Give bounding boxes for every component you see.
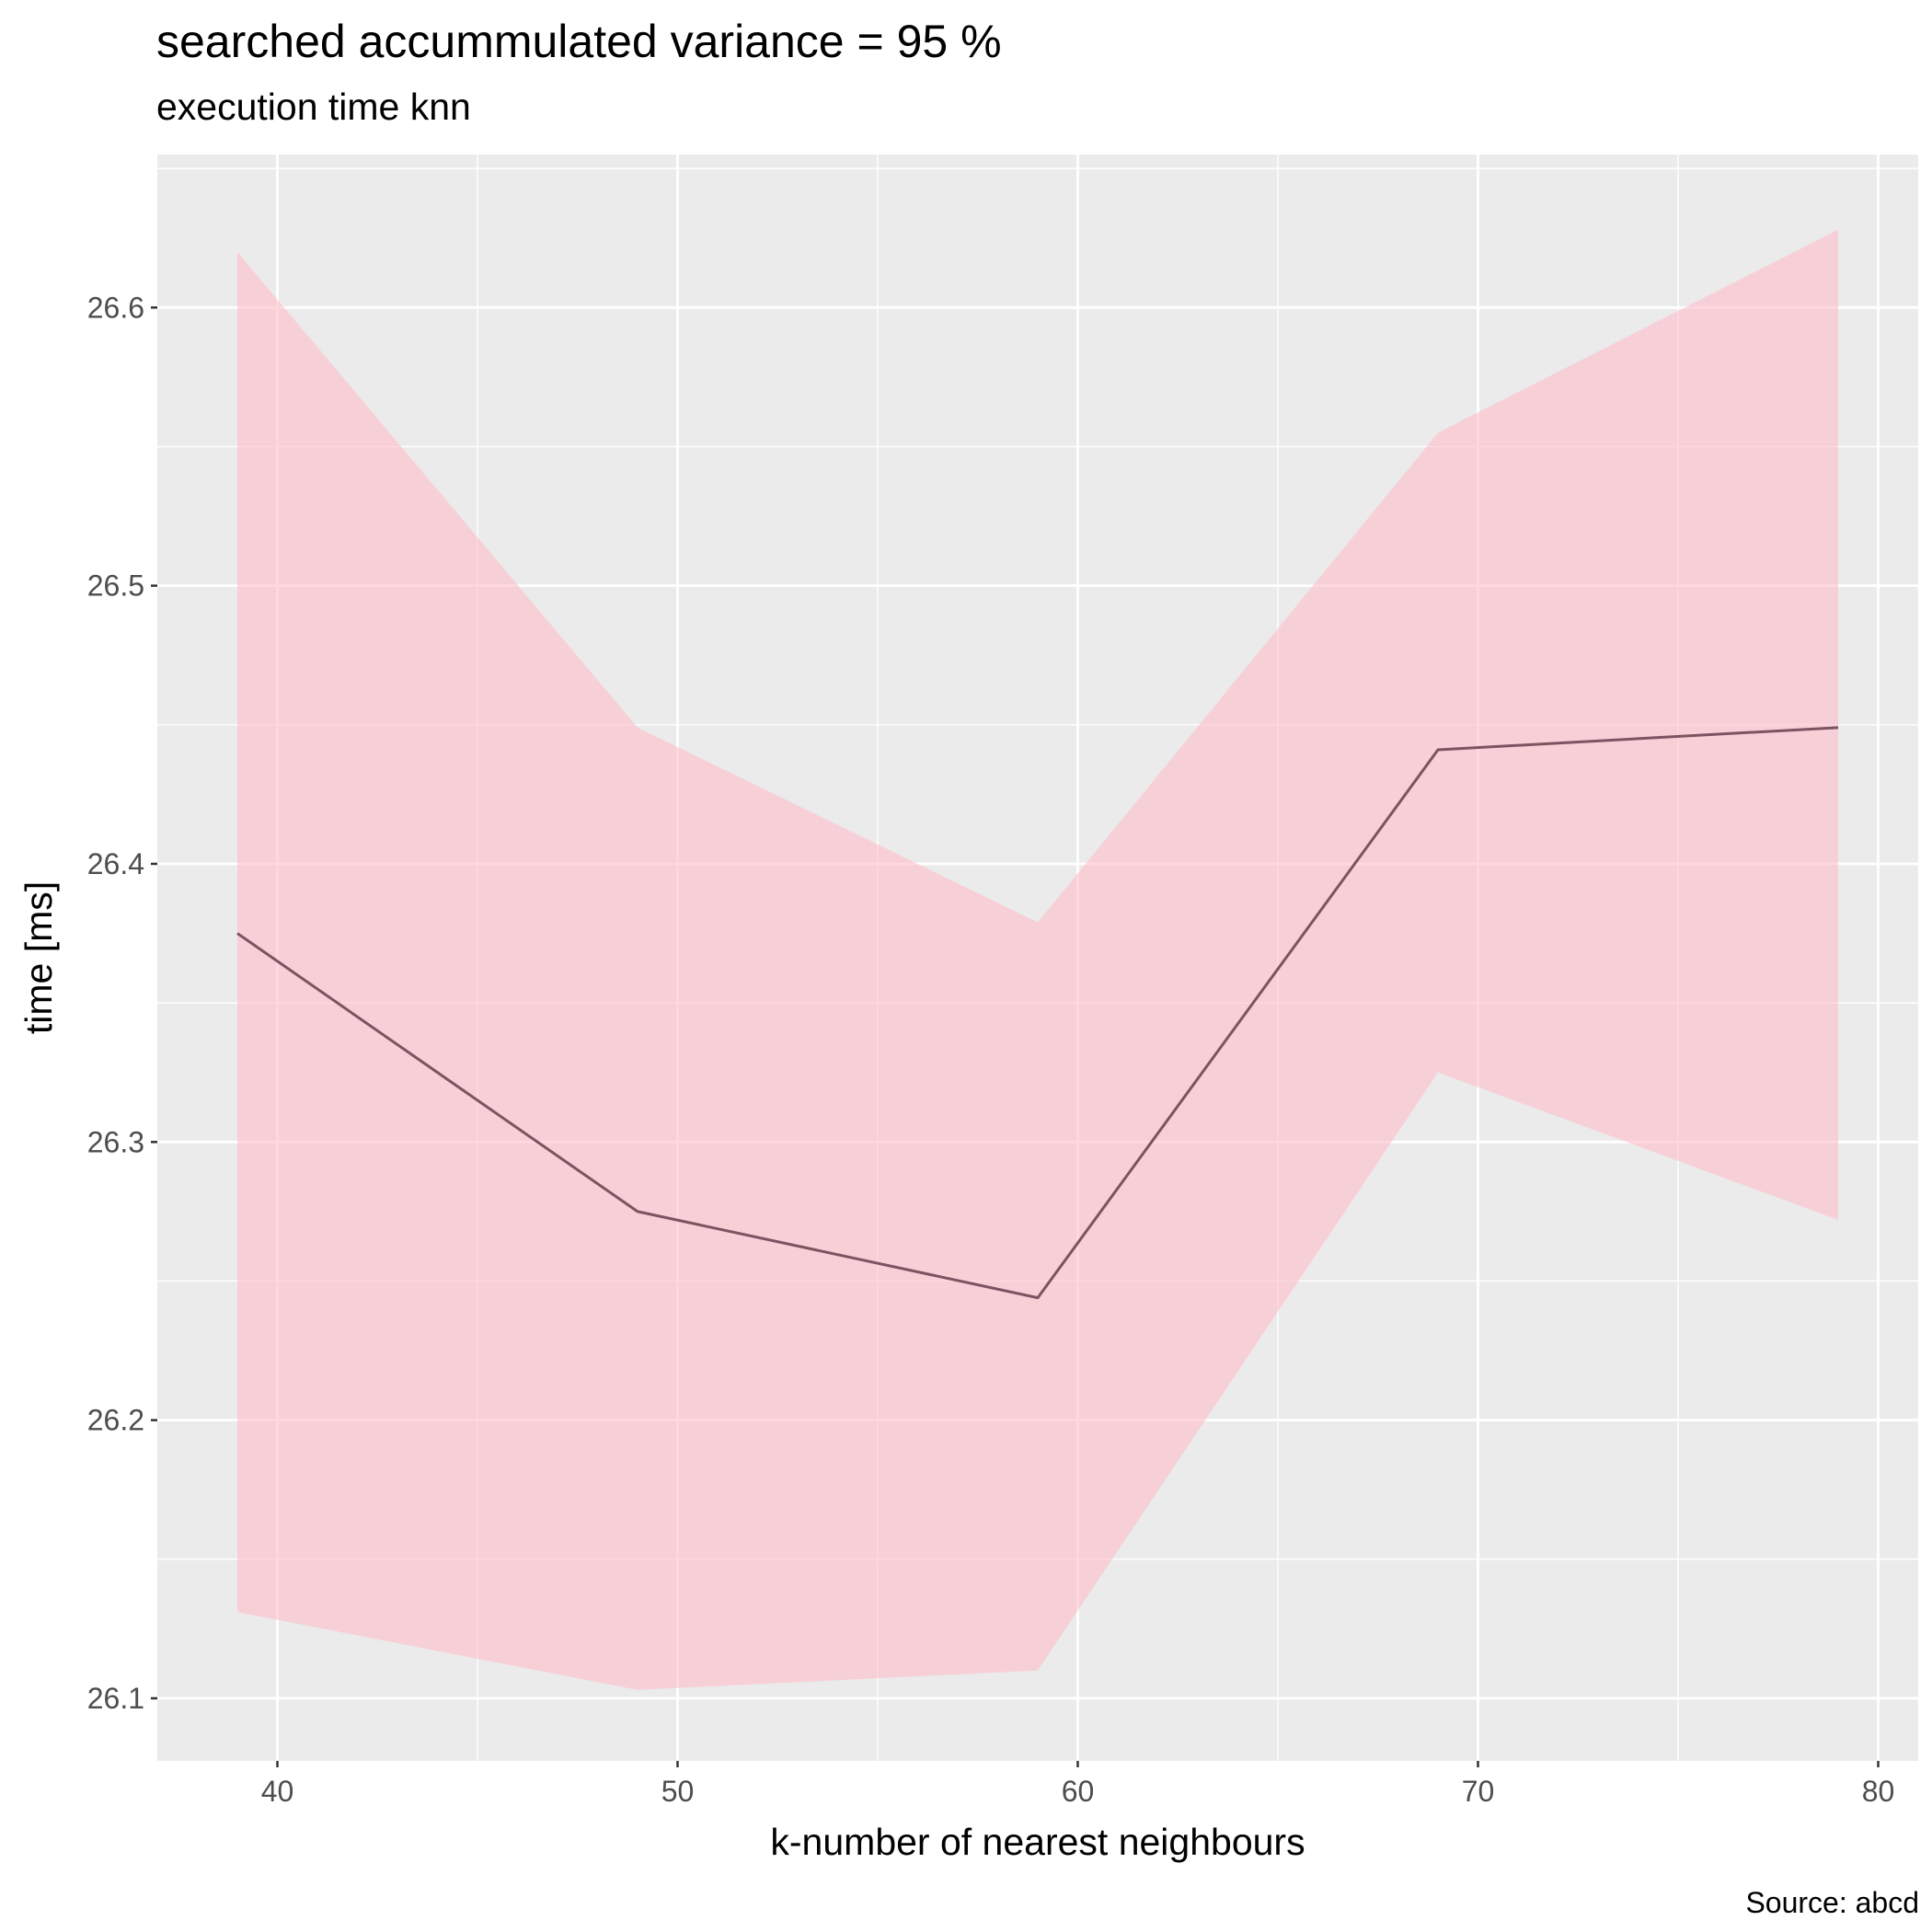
x-tick-label: 50 [661,1775,695,1808]
chart-title: searched accummulated variance = 95 % [156,16,1002,67]
y-tick-label: 26.3 [87,1125,144,1158]
y-tick-label: 26.6 [87,291,144,324]
y-tick-label: 26.1 [87,1682,144,1715]
line-layer [236,726,1839,1300]
x-tick-label: 40 [261,1775,294,1808]
y-tick-label: 26.5 [87,569,144,603]
x-tick-label: 70 [1462,1775,1495,1808]
y-tick-label: 26.4 [87,847,144,880]
caption: Source: abcd [1745,1886,1919,1919]
x-ticks: 40 50 60 70 80 [261,1761,1895,1808]
series-line [236,726,1839,1300]
x-axis-title: k-number of nearest neighbours [770,1821,1305,1863]
confidence-ribbon [237,229,1838,1690]
y-tick-label: 26.2 [87,1404,144,1437]
ribbon-layer [237,229,1838,1690]
x-tick-label: 80 [1862,1775,1895,1808]
y-axis-title: time [ms] [17,881,60,1034]
chart-subtitle: execution time knn [156,86,471,128]
x-tick-label: 60 [1062,1775,1095,1808]
y-ticks: 26.1 26.2 26.3 26.4 26.5 26.6 [87,291,157,1715]
